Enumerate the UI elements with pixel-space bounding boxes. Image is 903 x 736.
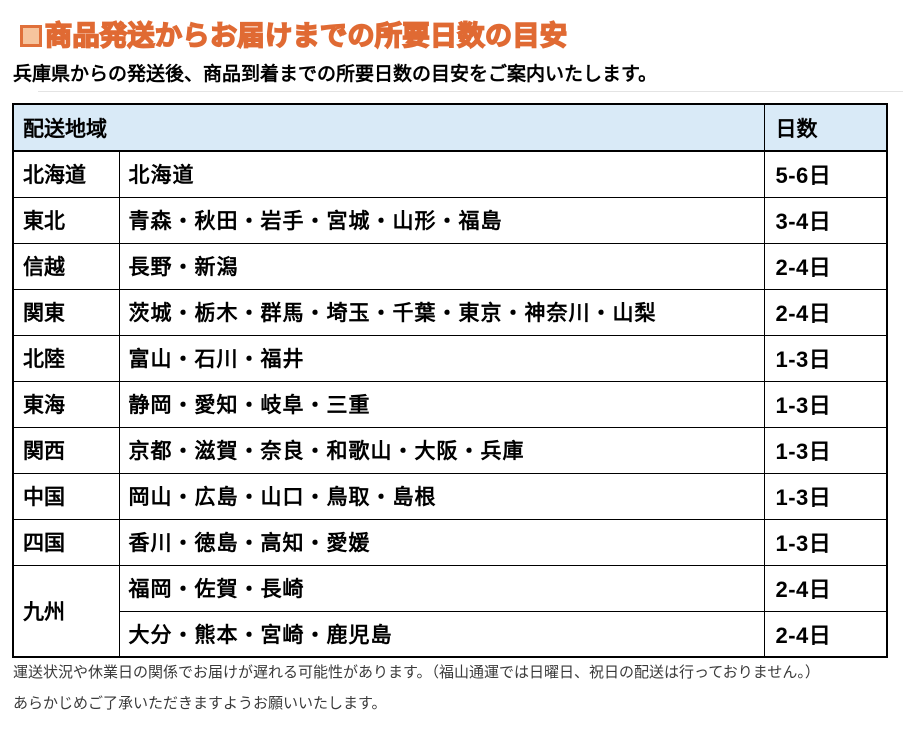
prefectures-cell: 茨城・栃木・群馬・埼玉・千葉・東京・神奈川・山梨 — [118, 288, 765, 336]
prefectures-cell: 長野・新潟 — [118, 242, 765, 290]
table-row: 四国 香川・徳島・高知・愛媛 1-3日 — [12, 518, 888, 566]
shipping-days-table: 配送地域 日数 北海道 北海道 5-6日 東北 青森・秋田・岩手・宮城・山形・福… — [12, 103, 888, 658]
table-row: 信越 長野・新潟 2-4日 — [12, 242, 888, 290]
section-top-divider — [38, 91, 903, 92]
prefectures-cell: 福岡・佐賀・長崎 — [118, 564, 765, 612]
footer-note-line2: あらかじめご了承いただきますようお願いいたします。 — [13, 695, 387, 712]
footer-note-line1: 運送状況や休業日の関係でお届けが遅れる可能性があります。（福山通運では日曜日、祝… — [13, 664, 820, 681]
page-title: 商品発送からお届けまでの所要日数の目安 — [20, 20, 568, 52]
days-cell: 3-4日 — [763, 196, 888, 244]
days-cell: 1-3日 — [763, 518, 888, 566]
region-cell: 北海道 — [12, 150, 120, 198]
prefectures-cell: 岡山・広島・山口・鳥取・島根 — [118, 472, 765, 520]
table-row: 北陸 富山・石川・福井 1-3日 — [12, 334, 888, 382]
days-cell: 2-4日 — [763, 242, 888, 290]
footer-note: 運送状況や休業日の関係でお届けが遅れる可能性があります。（福山通運では日曜日、祝… — [13, 662, 820, 724]
column-header-days: 日数 — [763, 103, 888, 152]
prefectures-cell: 青森・秋田・岩手・宮城・山形・福島 — [118, 196, 765, 244]
prefectures-cell: 大分・熊本・宮崎・鹿児島 — [118, 610, 765, 658]
days-cell: 5-6日 — [763, 150, 888, 198]
table-row: 関西 京都・滋賀・奈良・和歌山・大阪・兵庫 1-3日 — [12, 426, 888, 474]
table-row: 関東 茨城・栃木・群馬・埼玉・千葉・東京・神奈川・山梨 2-4日 — [12, 288, 888, 336]
days-cell: 1-3日 — [763, 334, 888, 382]
prefectures-cell: 富山・石川・福井 — [118, 334, 765, 382]
subtitle-text: 兵庫県からの発送後、商品到着までの所要日数の目安をご案内いたします。 — [13, 64, 658, 85]
region-cell: 北陸 — [12, 334, 120, 382]
table-row: 九州 福岡・佐賀・長崎 2-4日 — [12, 564, 888, 658]
region-cell: 関西 — [12, 426, 120, 474]
region-cell: 四国 — [12, 518, 120, 566]
days-cell: 2-4日 — [763, 564, 888, 612]
region-cell: 信越 — [12, 242, 120, 290]
days-cell: 1-3日 — [763, 472, 888, 520]
days-cell: 2-4日 — [763, 288, 888, 336]
table-row: 大分・熊本・宮崎・鹿児島 2-4日 — [13, 610, 888, 658]
region-cell: 中国 — [12, 472, 120, 520]
region-cell: 東北 — [12, 196, 120, 244]
page-title-text: 商品発送からお届けまでの所要日数の目安 — [44, 20, 568, 52]
table-row: 東海 静岡・愛知・岐阜・三重 1-3日 — [12, 380, 888, 428]
orange-square-icon — [20, 25, 42, 47]
region-cell-kyushu: 九州 — [12, 564, 120, 658]
prefectures-cell: 京都・滋賀・奈良・和歌山・大阪・兵庫 — [118, 426, 765, 474]
table-row: 中国 岡山・広島・山口・鳥取・島根 1-3日 — [12, 472, 888, 520]
table-row: 北海道 北海道 5-6日 — [12, 150, 888, 198]
prefectures-cell: 静岡・愛知・岐阜・三重 — [118, 380, 765, 428]
days-cell: 2-4日 — [763, 610, 888, 658]
region-cell: 関東 — [12, 288, 120, 336]
region-cell: 東海 — [12, 380, 120, 428]
days-cell: 1-3日 — [763, 380, 888, 428]
prefectures-cell: 香川・徳島・高知・愛媛 — [118, 518, 765, 566]
table-header-row: 配送地域 日数 — [12, 103, 888, 152]
column-header-region: 配送地域 — [12, 103, 765, 152]
table-row: 東北 青森・秋田・岩手・宮城・山形・福島 3-4日 — [12, 196, 888, 244]
prefectures-cell: 北海道 — [118, 150, 765, 198]
days-cell: 1-3日 — [763, 426, 888, 474]
